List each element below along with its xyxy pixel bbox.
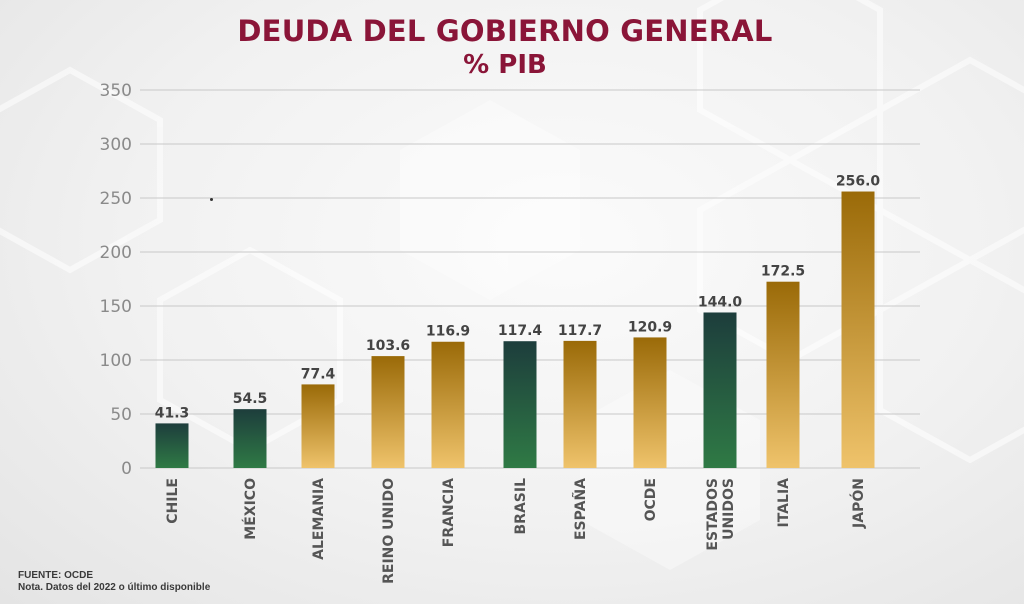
x-tick-label: CHILE bbox=[165, 478, 181, 524]
bar bbox=[766, 281, 800, 468]
x-tick-label: ALEMANIA bbox=[311, 478, 327, 560]
y-tick-label: 150 bbox=[100, 297, 132, 317]
value-label: 41.3 bbox=[155, 405, 190, 421]
value-label: 144.0 bbox=[698, 294, 743, 310]
x-tick-label: OCDE bbox=[643, 478, 659, 521]
y-axis-ticks: 0 50 100 150 200 250 300 350 bbox=[100, 81, 132, 479]
bars bbox=[155, 191, 875, 468]
x-tick-label: FRANCIA bbox=[441, 478, 457, 547]
source-note: FUENTE: OCDE Nota. Datos del 2022 o últi… bbox=[18, 570, 210, 594]
value-label: 172.5 bbox=[761, 264, 805, 280]
bar bbox=[633, 337, 667, 468]
y-tick-label: 100 bbox=[100, 351, 132, 371]
bar bbox=[233, 409, 267, 468]
value-label: 77.4 bbox=[301, 366, 336, 382]
x-tick-label: REINO UNIDO bbox=[381, 478, 397, 584]
value-label: 256.0 bbox=[836, 174, 881, 190]
value-label: 117.4 bbox=[498, 323, 543, 339]
bar bbox=[503, 341, 537, 468]
chart-title: DEUDA DEL GOBIERNO GENERAL bbox=[237, 14, 773, 48]
y-tick-label: 50 bbox=[110, 405, 132, 425]
x-tick-label: ESPAÑA bbox=[572, 478, 589, 540]
value-label: 103.6 bbox=[366, 338, 410, 354]
value-labels: 41.3 54.5 77.4 103.6 116.9 117.4 117.7 120.9 144… bbox=[155, 174, 881, 422]
note-text: Nota. Datos del 2022 o último disponible bbox=[18, 582, 211, 593]
y-tick-label: 250 bbox=[100, 189, 132, 209]
x-tick-label: MÉXICO bbox=[242, 478, 259, 540]
x-tick-label: ESTADOS bbox=[705, 478, 721, 551]
x-tick-label: UNIDOS bbox=[721, 478, 737, 540]
y-tick-label: 350 bbox=[100, 81, 132, 101]
bar bbox=[301, 384, 335, 468]
value-label: 117.7 bbox=[558, 323, 602, 339]
source-text: FUENTE: OCDE bbox=[18, 570, 93, 581]
bar bbox=[703, 312, 737, 468]
x-axis-labels: CHILE MÉXICO ALEMANIA REINO UNIDO FRANCIA BRA… bbox=[165, 478, 867, 584]
bar bbox=[155, 423, 189, 468]
bar bbox=[841, 191, 875, 468]
x-tick-label: BRASIL bbox=[513, 478, 529, 535]
value-label: 54.5 bbox=[233, 391, 268, 407]
y-tick-label: 300 bbox=[100, 135, 132, 155]
chart-subtitle: % PIB bbox=[463, 50, 547, 80]
stray-dot bbox=[210, 198, 213, 201]
value-label: 116.9 bbox=[426, 324, 470, 340]
y-tick-label: 0 bbox=[121, 459, 132, 479]
value-label: 120.9 bbox=[628, 319, 672, 335]
x-tick-label: JAPÓN bbox=[849, 478, 867, 529]
y-tick-label: 200 bbox=[100, 243, 132, 263]
bar bbox=[371, 356, 405, 468]
bar bbox=[563, 340, 597, 468]
bar bbox=[431, 341, 465, 468]
x-tick-label: ITALIA bbox=[776, 478, 792, 528]
